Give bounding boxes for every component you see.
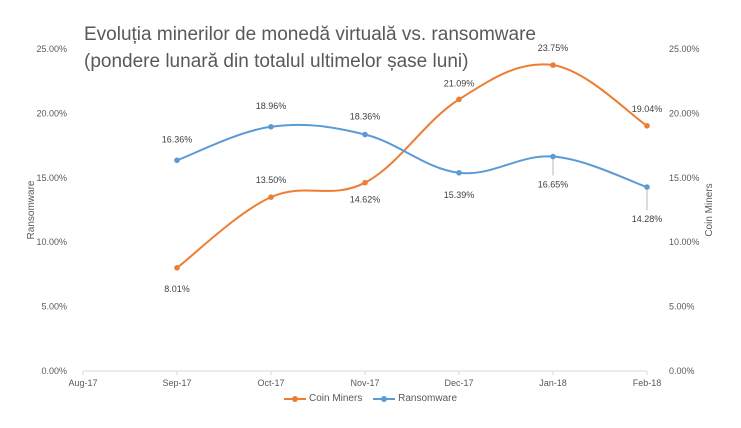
chart-legend: Coin Miners Ransomware: [0, 393, 741, 407]
data-label-coin-miners: 8.01%: [164, 284, 190, 294]
data-point-ransomware: [550, 153, 556, 160]
data-label-ransomware: 18.96%: [256, 101, 287, 111]
x-tick-label: Nov-17: [350, 378, 379, 388]
data-point-ransomware: [456, 169, 462, 176]
data-point-coin-miners: [268, 194, 274, 200]
y-right-tick-label: 20.00%: [669, 108, 700, 118]
data-point-coin-miners: [550, 62, 556, 68]
x-tick-label: Jan-18: [539, 378, 567, 388]
data-label-coin-miners: 14.62%: [350, 195, 381, 205]
y-left-tick-label: 25.00%: [36, 44, 67, 54]
chart-title: Evoluția minerilor de monedă virtuală vs…: [84, 24, 536, 45]
data-label-coin-miners: 13.50%: [256, 175, 287, 185]
data-label-ransomware: 16.65%: [538, 180, 569, 190]
y-left-axis-title: Ransomware: [26, 180, 37, 239]
x-tick-label: Oct-17: [257, 378, 284, 388]
y-right-tick-label: 0.00%: [669, 366, 695, 376]
legend-label-coin-miners: Coin Miners: [308, 393, 363, 404]
data-label-ransomware: 15.39%: [444, 190, 475, 200]
chart-subtitle: (pondere lunară din totalul ultimelor șa…: [84, 51, 469, 72]
y-right-axis-title: Coin Miners: [704, 183, 715, 236]
data-label-ransomware: 18.36%: [350, 112, 381, 122]
series-line-ransomware: [176, 123, 648, 189]
legend-item-ransomware: Ransomware: [373, 393, 457, 404]
series-layer: [174, 62, 650, 271]
data-label-coin-miners: 21.09%: [444, 78, 475, 88]
data-point-ransomware: [268, 123, 274, 130]
data-point-coin-miners: [362, 179, 368, 186]
data-label-ransomware: 16.36%: [162, 134, 193, 144]
axes: Aug-17 Sep-17 Oct-17 Nov-17 Dec-17 Jan-18 Feb-…: [36, 44, 699, 388]
data-point-coin-miners: [174, 265, 180, 271]
data-point-ransomware: [362, 131, 368, 138]
legend-item-coin-miners: Coin Miners: [283, 393, 363, 404]
legend-label-ransomware: Ransomware: [398, 393, 458, 404]
series-line-coin-miners: [176, 63, 648, 269]
legend-swatch-coin-miners: [283, 394, 306, 404]
y-left-tick-label: 0.00%: [41, 366, 67, 376]
x-tick-label: Sep-17: [162, 378, 191, 388]
x-tick-label: Dec-17: [444, 378, 473, 388]
data-point-ransomware: [644, 184, 650, 190]
y-right-tick-label: 10.00%: [669, 237, 700, 247]
data-label-ransomware: 14.28%: [632, 214, 663, 224]
y-right-tick-label: 5.00%: [669, 302, 695, 312]
legend-swatch-ransomware: [373, 394, 396, 404]
data-label-coin-miners: 23.75%: [538, 43, 569, 53]
y-left-tick-label: 20.00%: [36, 108, 67, 118]
y-left-tick-label: 15.00%: [36, 173, 67, 183]
x-tick-label: Aug-17: [68, 378, 97, 388]
data-point-ransomware: [174, 157, 180, 164]
x-tick-label: Feb-18: [633, 378, 662, 388]
data-labels: 8.01% 13.50% 14.62% 21.09% 23.75% 19.04% 16.36…: [162, 43, 663, 294]
y-left-tick-label: 5.00%: [41, 302, 67, 312]
y-right-tick-label: 25.00%: [669, 44, 700, 54]
data-point-coin-miners: [644, 122, 650, 129]
y-left-tick-label: 10.00%: [36, 237, 67, 247]
data-label-coin-miners: 19.04%: [632, 104, 663, 114]
y-right-tick-label: 15.00%: [669, 173, 700, 183]
data-point-coin-miners: [456, 96, 462, 103]
